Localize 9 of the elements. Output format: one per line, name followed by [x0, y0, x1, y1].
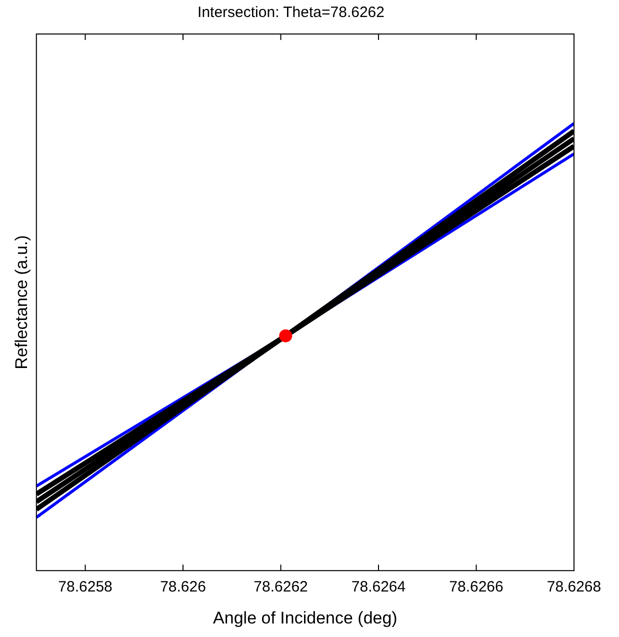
x-tick-label: 78.6262	[254, 578, 308, 596]
y-axis-title: Reflectance (a.u.)	[12, 235, 31, 370]
x-axis-title: Angle of Incidence (deg)	[213, 608, 398, 628]
x-tick-label: 78.6258	[58, 578, 112, 596]
x-tick-label: 78.6264	[351, 578, 406, 596]
x-tick-label: 78.6266	[449, 578, 504, 596]
x-tick-label: 78.626	[160, 578, 206, 596]
chart-title: Intersection: Theta=78.6262	[198, 4, 384, 22]
x-tick-label: 78.6268	[546, 578, 602, 596]
